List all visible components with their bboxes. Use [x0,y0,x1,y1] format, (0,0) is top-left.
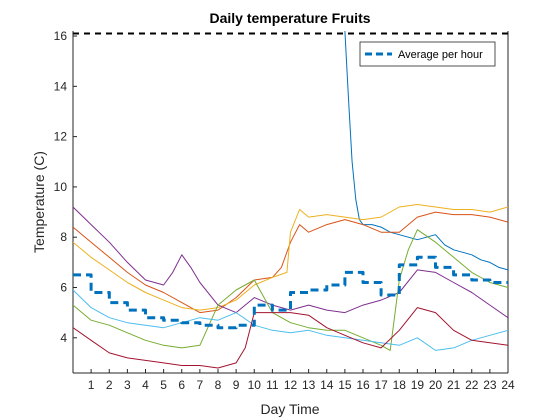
series-line-3 [73,204,508,311]
x-tick-label: 13 [302,378,316,392]
series-line-2 [73,211,508,314]
x-tick-label: 5 [160,378,167,392]
y-tick-label: 10 [54,180,68,194]
x-tick-label: 11 [266,378,279,392]
series-line-6 [73,289,508,351]
x-tick-label: 2 [106,378,113,392]
x-tick-label: 14 [320,378,334,392]
y-axis-ticks: 4 6 8 10 12 14 16 [54,29,77,345]
series-line-1 [344,31,508,271]
x-tick-label: 1 [88,378,95,392]
x-tick-label: 20 [429,378,443,392]
y-tick-label: 12 [54,130,68,144]
x-tick-label: 9 [233,378,240,392]
x-tick-label: 15 [338,378,352,392]
y-tick-label: 6 [60,281,67,295]
x-tick-label: 3 [124,378,131,392]
series-line-5 [73,229,508,351]
x-axis-label: Day Time [260,401,319,417]
y-tick-label: 8 [60,230,67,244]
legend-label: Average per hour [398,49,483,61]
series-line-average-per-hour [73,255,508,330]
y-tick-label: 16 [54,29,68,43]
x-tick-label: 23 [483,378,497,392]
y-axis-label: Temperature (C) [31,151,47,253]
x-tick-label: 8 [215,378,222,392]
x-tick-label: 12 [284,378,298,392]
x-tick-label: 21 [447,378,461,392]
y-tick-label: 14 [54,79,68,93]
x-tick-label: 4 [142,378,149,392]
x-axis-ticks: 1 2 3 4 5 6 7 8 9 10 11 12 13 14 15 16 17 18 19 20 21 22 23 24 [88,369,515,392]
x-tick-label: 18 [393,378,407,392]
plot-area [72,31,509,374]
x-tick-label: 24 [501,378,515,392]
series-line-7 [73,307,508,369]
y-tick-label: 4 [60,331,67,345]
x-tick-label: 7 [197,378,204,392]
x-tick-label: 10 [248,378,262,392]
legend: Average per hour [359,41,496,67]
x-tick-label: 22 [465,378,479,392]
chart-title: Daily temperature Fruits [209,10,370,26]
x-tick-label: 16 [356,378,370,392]
x-tick-label: 19 [411,378,425,392]
x-tick-label: 17 [374,378,388,392]
x-tick-label: 6 [178,378,185,392]
